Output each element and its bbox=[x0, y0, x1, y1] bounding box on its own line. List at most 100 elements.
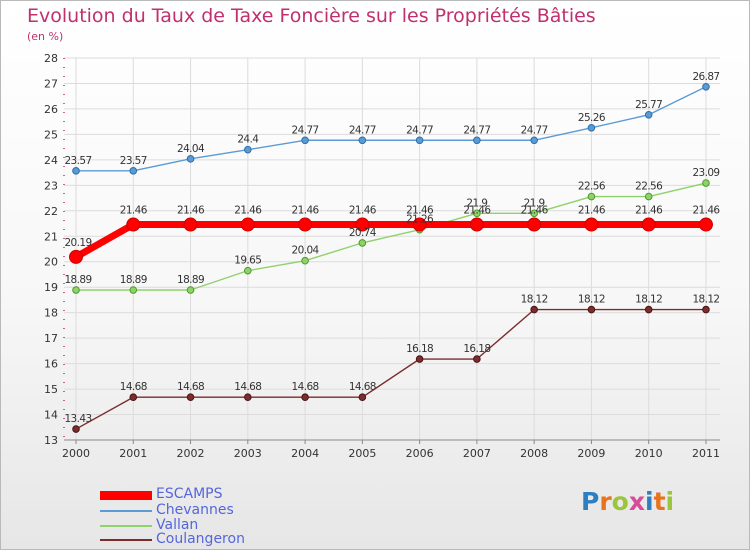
data-label-coulangeron-2006: 16.18 bbox=[406, 343, 433, 355]
data-label-chevannes-2003: 24.4 bbox=[237, 134, 259, 146]
data-label-vallan-2003: 19.65 bbox=[234, 255, 261, 267]
point-coulangeron-2011 bbox=[702, 305, 710, 314]
point-vallan-2008 bbox=[530, 209, 538, 218]
y-tick-label-13: 13 bbox=[44, 434, 58, 447]
data-label-vallan-2009: 22.56 bbox=[578, 181, 606, 193]
data-label-escamps-2000: 20.19 bbox=[64, 237, 91, 249]
point-escamps-2006 bbox=[412, 217, 427, 232]
data-label-escamps-2010: 21.46 bbox=[635, 205, 663, 217]
data-label-chevannes-2006: 24.77 bbox=[406, 124, 433, 136]
point-chevannes-2003 bbox=[244, 145, 252, 154]
data-label-chevannes-2002: 24.04 bbox=[177, 143, 205, 155]
point-chevannes-2001 bbox=[129, 167, 138, 175]
data-label-escamps-2009: 21.46 bbox=[578, 205, 606, 217]
point-escamps-2001 bbox=[126, 217, 141, 232]
point-chevannes-2000 bbox=[72, 167, 80, 175]
data-label-coulangeron-2003: 14.68 bbox=[234, 381, 261, 393]
point-vallan-2002 bbox=[186, 286, 195, 294]
x-tick-label-2005: 2005 bbox=[348, 447, 376, 460]
point-coulangeron-2007 bbox=[473, 355, 481, 363]
data-label-escamps-2006: 21.46 bbox=[406, 205, 434, 217]
point-chevannes-2009 bbox=[587, 123, 596, 132]
point-escamps-2008 bbox=[527, 217, 542, 232]
point-chevannes-2004 bbox=[301, 136, 309, 145]
legend-label-vallan: Vallan bbox=[156, 517, 199, 533]
point-coulangeron-2000 bbox=[72, 425, 80, 433]
data-label-chevannes-2001: 23.57 bbox=[120, 155, 147, 167]
y-tick-label-25: 25 bbox=[44, 128, 58, 141]
data-label-chevannes-2008: 24.77 bbox=[521, 124, 548, 136]
data-label-coulangeron-2004: 14.68 bbox=[292, 381, 319, 393]
y-tick-label-28: 28 bbox=[44, 52, 58, 65]
y-tick-label-21: 21 bbox=[44, 230, 58, 243]
x-tick-label-2006: 2006 bbox=[406, 447, 434, 460]
logo-letter-6: i bbox=[665, 487, 675, 516]
y-tick-label-18: 18 bbox=[44, 307, 58, 320]
proxiti-logo: Proxiti bbox=[581, 487, 674, 516]
x-tick-label-2009: 2009 bbox=[577, 447, 605, 460]
point-vallan-2004 bbox=[301, 256, 309, 265]
x-tick-label-2004: 2004 bbox=[291, 447, 319, 460]
x-tick-label-2001: 2001 bbox=[119, 447, 147, 460]
point-coulangeron-2005 bbox=[358, 393, 367, 402]
point-escamps-2003 bbox=[240, 217, 255, 232]
legend-swatch-chevannes bbox=[100, 510, 152, 512]
legend-label-chevannes: Chevannes bbox=[156, 502, 234, 518]
series-line-vallan bbox=[75, 182, 707, 291]
y-tick-label-23: 23 bbox=[44, 179, 58, 192]
data-label-chevannes-2005: 24.77 bbox=[349, 124, 376, 136]
legend-swatch-coulangeron bbox=[100, 539, 152, 541]
y-tick-label-27: 27 bbox=[44, 77, 58, 90]
point-escamps-2007 bbox=[469, 217, 484, 232]
point-escamps-2005 bbox=[355, 217, 370, 232]
data-label-escamps-2001: 21.46 bbox=[120, 205, 148, 217]
point-escamps-2010 bbox=[641, 217, 656, 232]
point-chevannes-2010 bbox=[644, 110, 653, 119]
data-label-chevannes-2000: 23.57 bbox=[64, 155, 91, 167]
logo-letter-0: P bbox=[581, 487, 600, 516]
x-tick-label-2000: 2000 bbox=[62, 447, 90, 460]
logo-letter-1: r bbox=[599, 487, 612, 516]
chart-subtitle: (en %) bbox=[27, 30, 64, 43]
data-label-chevannes-2007: 24.77 bbox=[463, 124, 490, 136]
legend-swatch-vallan bbox=[100, 525, 152, 527]
x-tick-label-2003: 2003 bbox=[234, 447, 262, 460]
legend-label-coulangeron: Coulangeron bbox=[156, 531, 245, 547]
legend-label-escamps: ESCAMPS bbox=[156, 486, 223, 502]
point-escamps-2002 bbox=[183, 217, 198, 232]
y-tick-label-19: 19 bbox=[44, 281, 58, 294]
x-tick-label-2008: 2008 bbox=[520, 447, 548, 460]
point-vallan-2010 bbox=[644, 192, 653, 201]
data-label-vallan-2005: 20.74 bbox=[349, 227, 377, 239]
chart-title: Evolution du Taux de Taxe Foncière sur l… bbox=[27, 5, 596, 27]
point-escamps-2009 bbox=[584, 217, 599, 232]
data-label-vallan-2006: 21.26 bbox=[406, 214, 434, 226]
x-tick-label-2007: 2007 bbox=[463, 447, 491, 460]
data-label-vallan-2002: 18.89 bbox=[177, 274, 204, 286]
point-coulangeron-2008 bbox=[530, 305, 538, 314]
y-tick-label-24: 24 bbox=[44, 154, 58, 167]
data-label-escamps-2004: 21.46 bbox=[292, 205, 320, 217]
data-label-chevannes-2010: 25.77 bbox=[635, 99, 662, 111]
data-label-coulangeron-2001: 14.68 bbox=[120, 381, 147, 393]
point-vallan-2005 bbox=[358, 239, 367, 247]
x-tick-label-2011: 2011 bbox=[692, 447, 720, 460]
y-tick-label-14: 14 bbox=[44, 409, 58, 422]
point-coulangeron-2009 bbox=[587, 305, 596, 314]
y-tick-label-15: 15 bbox=[44, 383, 58, 396]
legend-swatch-escamps bbox=[100, 491, 152, 500]
data-label-vallan-2008: 21.9 bbox=[524, 197, 545, 209]
y-tick-label-20: 20 bbox=[44, 256, 58, 269]
data-labels: 20.19 21.46 21.46 21.46 21.46 21.46 21.46 21.46… bbox=[64, 71, 721, 425]
logo-letter-4: i bbox=[645, 487, 654, 516]
point-coulangeron-2006 bbox=[415, 355, 424, 363]
point-escamps-2004 bbox=[298, 217, 313, 232]
data-label-coulangeron-2008: 18.12 bbox=[521, 294, 548, 306]
data-label-vallan-2004: 20.04 bbox=[292, 245, 320, 257]
y-tick-label-22: 22 bbox=[44, 205, 58, 218]
series-line-escamps bbox=[72, 221, 710, 261]
point-escamps-2011 bbox=[698, 217, 713, 232]
x-tick-label-2002: 2002 bbox=[177, 447, 205, 460]
point-coulangeron-2004 bbox=[301, 393, 309, 402]
data-label-coulangeron-2005: 14.68 bbox=[349, 381, 376, 393]
